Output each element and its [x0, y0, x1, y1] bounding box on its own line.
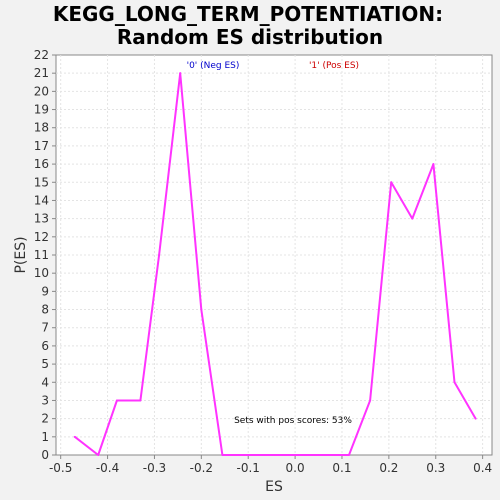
- chart-title-line2: Random ES distribution: [117, 25, 383, 49]
- y-tick-label: 8: [41, 303, 49, 317]
- y-tick-label: 10: [34, 266, 49, 280]
- x-tick-label: -0.3: [143, 461, 166, 475]
- y-tick-label: 14: [34, 193, 49, 207]
- x-tick-label: -0.1: [237, 461, 260, 475]
- data-point: [294, 454, 297, 456]
- data-point: [158, 254, 161, 256]
- data-point: [115, 399, 118, 402]
- y-tick-label: 19: [34, 103, 49, 117]
- annotation-pos-scores: Sets with pos scores: 53%: [234, 416, 352, 426]
- series-layer: [73, 72, 477, 456]
- y-tick-label: 11: [34, 248, 49, 262]
- x-tick-label: -0.5: [49, 461, 72, 475]
- data-point: [242, 454, 245, 456]
- x-tick-label: 0.3: [426, 461, 445, 475]
- x-tick-label: -0.4: [96, 461, 119, 475]
- x-tick-label: 0.2: [379, 461, 398, 475]
- data-point: [453, 381, 456, 384]
- data-point: [73, 435, 76, 438]
- legend-entry-pos: '1' (Pos ES): [309, 61, 359, 71]
- y-tick-label: 3: [41, 393, 49, 407]
- x-tick-label: 0.1: [332, 461, 351, 475]
- data-point: [179, 72, 182, 75]
- data-point: [432, 163, 435, 166]
- chart-title-line1: KEGG_LONG_TERM_POTENTIATION:: [53, 2, 443, 26]
- data-point: [139, 399, 142, 402]
- legend-entry-neg: '0' (Neg ES): [187, 61, 240, 71]
- x-tick-label: 0.0: [286, 461, 305, 475]
- y-tick-label: 5: [41, 357, 49, 371]
- x-axis-label: ES: [265, 479, 283, 495]
- data-point: [411, 217, 414, 220]
- data-point: [474, 417, 477, 420]
- data-point: [97, 454, 100, 456]
- y-tick-label: 20: [34, 84, 49, 98]
- axes: 012345678910111213141516171819202122-0.5…: [34, 48, 492, 475]
- y-tick-label: 4: [41, 375, 49, 389]
- data-point: [200, 308, 203, 311]
- y-tick-label: 16: [34, 157, 49, 171]
- y-tick-label: 18: [34, 121, 49, 135]
- y-axis-label: P(ES): [13, 236, 29, 273]
- data-point: [348, 454, 351, 456]
- y-tick-label: 7: [41, 321, 49, 335]
- y-tick-label: 9: [41, 284, 49, 298]
- x-tick-label: -0.2: [190, 461, 213, 475]
- y-tick-label: 21: [34, 66, 49, 80]
- y-tick-label: 17: [34, 139, 49, 153]
- data-point: [369, 399, 372, 402]
- y-tick-label: 13: [34, 212, 49, 226]
- y-tick-label: 6: [41, 339, 49, 353]
- data-point: [390, 181, 393, 184]
- y-tick-label: 0: [41, 448, 49, 462]
- y-tick-label: 1: [41, 430, 49, 444]
- y-tick-label: 22: [34, 48, 49, 62]
- data-point: [221, 454, 224, 456]
- y-tick-label: 2: [41, 412, 49, 426]
- y-tick-label: 15: [34, 175, 49, 189]
- grid: [56, 55, 492, 455]
- y-tick-label: 12: [34, 230, 49, 244]
- x-tick-label: 0.4: [473, 461, 492, 475]
